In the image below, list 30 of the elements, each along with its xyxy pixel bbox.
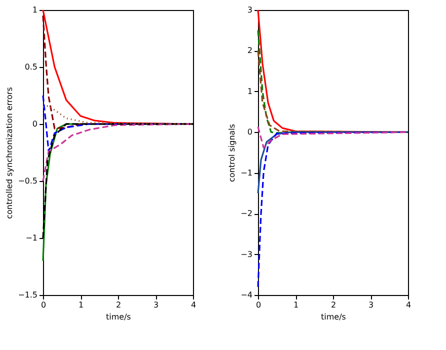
x-tick-label: 4 [406,300,412,310]
line-series [257,131,409,194]
y-tick-label: −3 [240,250,252,259]
x-axis-title: time/s [106,312,131,322]
y-tick-label: −0.5 [18,176,38,186]
y-tick-label: −1.5 [18,290,38,300]
y-tick-label: 0.5 [24,62,38,72]
y-tick-label: 3 [247,6,252,14]
x-tick-label: 0 [40,300,46,310]
y-tick-label: 2 [247,46,252,56]
x-tick-label: 1 [293,300,299,310]
y-axis-title: control signals [228,124,237,182]
y-tick-label: −2 [240,209,252,218]
x-tick-label: 3 [153,300,159,310]
x-tick-label: 2 [330,300,336,310]
x-tick-label: 2 [116,300,122,310]
x-tick-label: 4 [190,300,196,310]
y-tick-label: 0 [32,120,38,128]
y-tick-label: 1 [32,6,38,14]
y-tick-label: 1 [247,86,252,96]
x-axis-title: time/s [321,312,346,322]
y-tick-label: 0 [247,128,252,137]
x-tick-label: 0 [256,300,262,310]
y-tick-label: −1 [26,234,38,242]
line-series [42,104,194,125]
y-tick-label: −1 [240,168,252,178]
x-tick-label: 3 [368,300,374,310]
y-axis-title: controlled synchronization errors [5,87,14,219]
y-tick-label: −4 [240,290,252,300]
x-tick-label: 1 [78,300,84,310]
